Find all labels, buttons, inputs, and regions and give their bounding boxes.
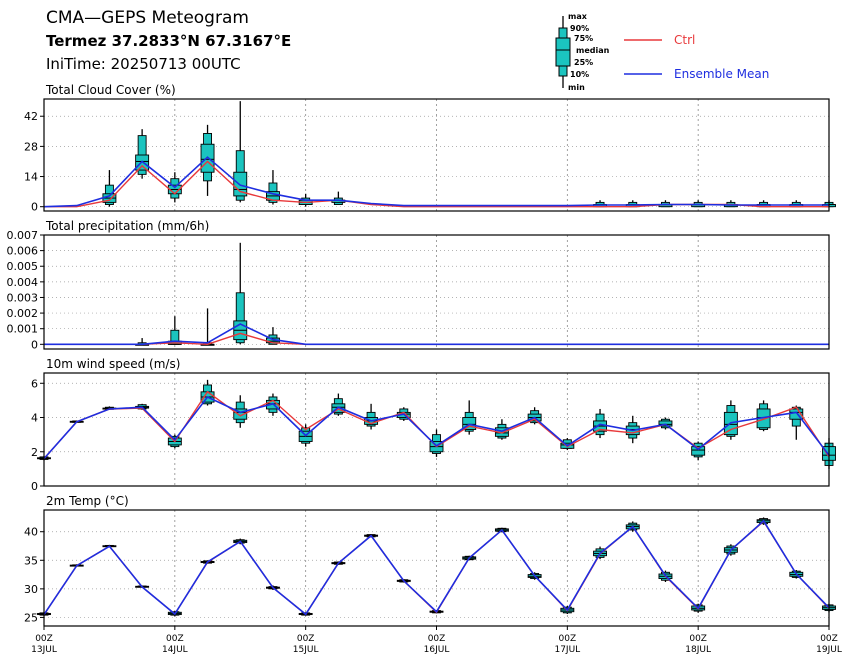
x-tick-hour-label: 00Z — [559, 634, 577, 644]
box-inner — [658, 420, 673, 427]
y-tick-label: 0.006 — [7, 245, 39, 258]
x-tick-day-label: 15JUL — [293, 645, 319, 655]
box-outer — [235, 292, 245, 344]
x-axis: 00Z13JUL00Z14JUL00Z15JUL00Z16JUL00Z17JUL… — [31, 626, 842, 655]
legend-label-p90: 90% — [570, 24, 589, 33]
box-plot — [593, 408, 607, 439]
panel-1: Total Cloud Cover (%) 0 14 28 42 — [24, 83, 836, 214]
legend-box-inner — [555, 37, 571, 67]
panel-2: Total precipitation (mm/6h) 0 0.001 0.002 0.… — [7, 219, 830, 351]
location-label: Termez 37.2833°N 67.3167°E — [46, 32, 291, 50]
y-tick-label: 0.007 — [7, 229, 39, 242]
y-tick-label: 42 — [24, 110, 38, 123]
box-plot — [233, 242, 248, 345]
y-tick-label: 25 — [24, 611, 38, 624]
y-tick-label: 0 — [31, 201, 38, 214]
panel-frame — [43, 372, 830, 487]
y-tick-label: 4 — [31, 412, 38, 425]
panel-title: 10m wind speed (m/s) — [46, 357, 180, 371]
legend-label-p25: 25% — [574, 58, 593, 67]
y-tick-label: 0 — [31, 480, 38, 493]
x-tick-hour-label: 00Z — [35, 634, 53, 644]
y-tick-label: 0.003 — [7, 291, 39, 304]
x-tick-day-label: 17JUL — [554, 645, 580, 655]
panel-4: 2m Temp (°C) 25 30 35 40 — [24, 494, 836, 627]
ensemble-mean-line — [43, 396, 830, 460]
box-plot — [756, 400, 771, 432]
y-tick-label: 35 — [24, 554, 38, 567]
x-tick-hour-label: 00Z — [820, 634, 838, 644]
panel-frame — [43, 98, 830, 212]
box-legend: max 90% 75% median 25% 10% min Ctrl Ense… — [555, 12, 769, 92]
box-plot — [462, 400, 477, 435]
panel-title: Total Cloud Cover (%) — [45, 83, 176, 97]
box-inner — [691, 446, 706, 456]
x-tick-day-label: 19JUL — [816, 645, 842, 655]
y-tick-label: 0.001 — [7, 323, 39, 336]
x-tick-day-label: 16JUL — [424, 645, 450, 655]
box-plot — [135, 129, 150, 179]
box-plot — [658, 200, 673, 208]
box-plot — [364, 403, 379, 430]
y-tick-label: 14 — [24, 171, 38, 184]
meteogram-title: CMA—GEPS Meteogram — [46, 8, 249, 28]
legend-label-p75: 75% — [574, 34, 593, 43]
y-tick-label: 2 — [31, 446, 38, 459]
panel-title: 2m Temp (°C) — [46, 494, 129, 508]
ensemble-mean-line — [43, 519, 830, 616]
legend-label-median: median — [576, 46, 610, 55]
y-tick-label: 0.002 — [7, 307, 39, 320]
x-tick-hour-label: 00Z — [297, 634, 315, 644]
x-tick-hour-label: 00Z — [689, 634, 707, 644]
legend-label-min: min — [568, 83, 585, 92]
legend-mean-label: Ensemble Mean — [674, 67, 769, 81]
box-plot — [691, 200, 706, 208]
box-plot — [167, 316, 182, 345]
y-tick-label: 0.005 — [7, 260, 39, 273]
box-plot — [723, 400, 738, 440]
x-tick-hour-label: 00Z — [166, 634, 184, 644]
y-tick-label: 28 — [24, 140, 38, 153]
panel-frame — [43, 234, 830, 350]
x-tick-day-label: 14JUL — [162, 645, 188, 655]
box-plot — [331, 191, 346, 205]
legend-label-p10: 10% — [570, 70, 589, 79]
box-inner — [462, 417, 477, 430]
legend-label-max: max — [568, 12, 588, 21]
ensemble-mean-line — [43, 156, 829, 208]
y-tick-label: 40 — [24, 526, 38, 539]
box-inner — [233, 408, 248, 420]
y-tick-label: 30 — [24, 583, 38, 596]
box-plot — [658, 417, 673, 430]
legend-ctrl-label: Ctrl — [674, 33, 695, 47]
y-tick-label: 6 — [31, 377, 38, 390]
y-tick-label: 0.004 — [7, 276, 39, 289]
y-tick-label: 0 — [31, 338, 38, 351]
panel-3: 10m wind speed (m/s) 0 2 4 6 — [31, 357, 836, 493]
x-tick-day-label: 18JUL — [685, 645, 711, 655]
x-tick-hour-label: 00Z — [428, 634, 446, 644]
panel-title: Total precipitation (mm/6h) — [45, 219, 209, 233]
box-inner — [233, 171, 248, 197]
panel-frame — [43, 509, 830, 627]
x-tick-day-label: 13JUL — [31, 645, 57, 655]
box-plot — [789, 405, 804, 440]
ensemble-mean-line — [44, 323, 829, 346]
init-time-label: IniTime: 20250713 00UTC — [46, 55, 241, 73]
